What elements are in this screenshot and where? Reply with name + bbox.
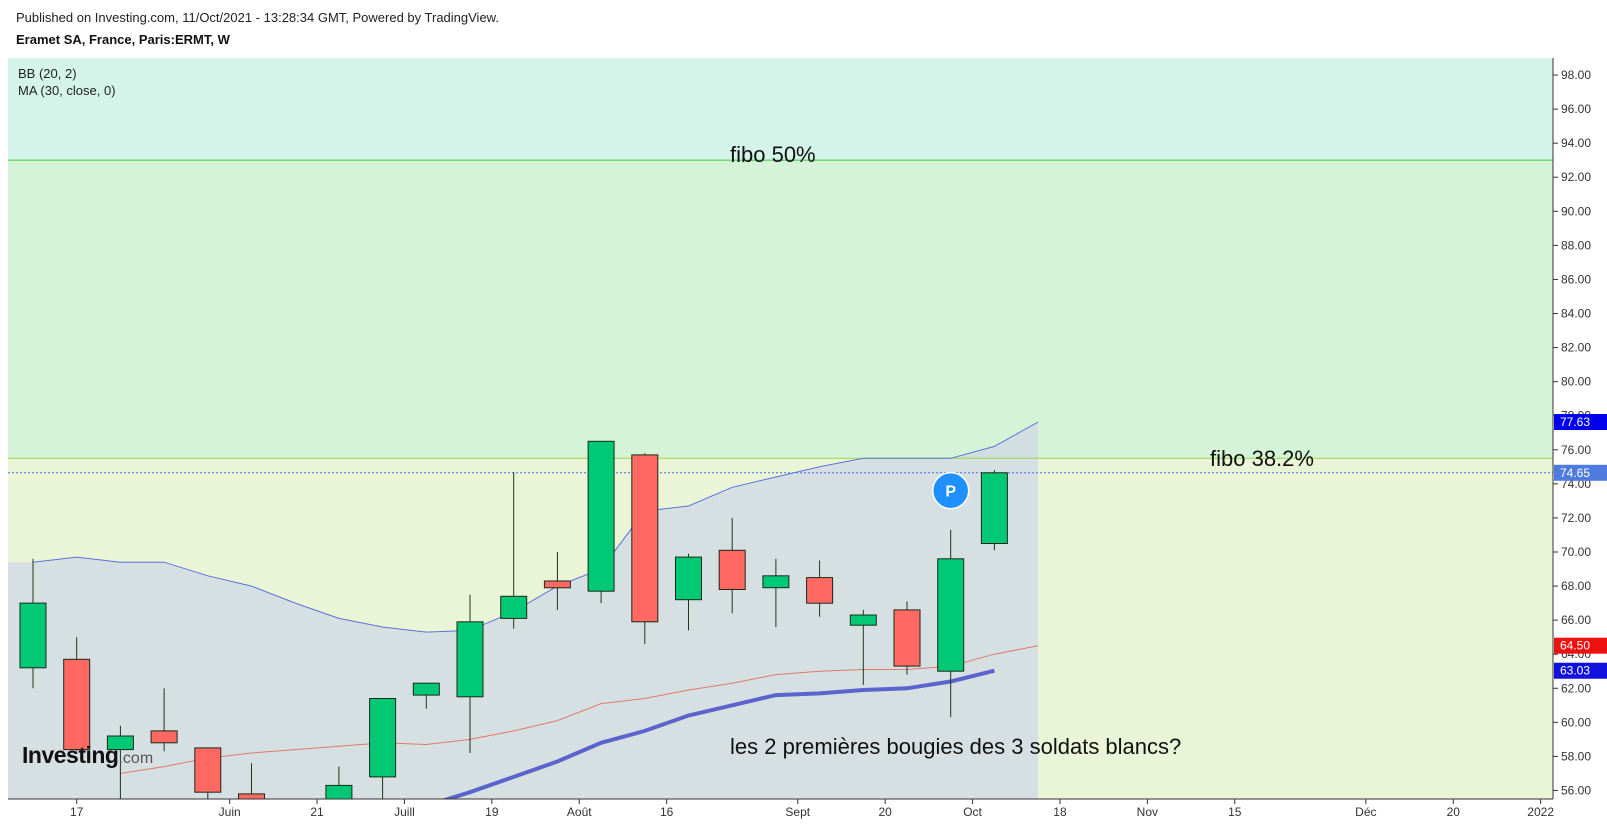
x-tick-label: 17 xyxy=(70,805,84,819)
indicator-legend: BB (20, 2) MA (30, close, 0) xyxy=(18,65,116,99)
y-tick-label: 62.00 xyxy=(1561,681,1591,695)
price-tag-label: 63.03 xyxy=(1560,664,1590,678)
candle-body xyxy=(980,472,1008,544)
published-line: Published on Investing.com, 11/Oct/2021 … xyxy=(16,10,499,25)
candle-body xyxy=(893,609,921,667)
x-tick-label: 2022 xyxy=(1527,805,1554,819)
moving-average-30-line xyxy=(441,668,995,799)
candle-body xyxy=(806,577,834,604)
y-tick-label: 72.00 xyxy=(1561,511,1591,525)
bollinger-middle-line xyxy=(120,645,1039,774)
x-tick-label: 16 xyxy=(660,805,674,819)
logo-suffix: .com xyxy=(118,750,154,767)
bollinger-upper-line xyxy=(32,421,1039,633)
y-tick-label: 90.00 xyxy=(1561,204,1591,218)
marker-p-circle xyxy=(931,471,970,510)
x-tick-label: 20 xyxy=(878,805,892,819)
annotation-three-soldiers-note: les 2 premières bougies des 3 soldats bl… xyxy=(730,734,1182,759)
annotation-fibo-382: fibo 38.2% xyxy=(1210,446,1314,471)
y-tick-label: 58.00 xyxy=(1561,749,1591,763)
candle-body xyxy=(281,798,309,799)
price-tag-label: 74.65 xyxy=(1560,466,1590,480)
price-tag xyxy=(1554,637,1607,654)
x-tick-label: Nov xyxy=(1137,805,1158,819)
y-tick-label: 94.00 xyxy=(1561,136,1591,150)
candle-body xyxy=(718,549,746,590)
x-tick-label: Sept xyxy=(785,805,810,819)
zone-fibo-50-to-382 xyxy=(8,160,1553,459)
x-tick-label: Déc xyxy=(1355,805,1376,819)
candle-body xyxy=(543,580,571,589)
y-tick-label: 84.00 xyxy=(1561,307,1591,321)
y-tick-label: 60.00 xyxy=(1561,715,1591,729)
legend-bollinger[interactable]: BB (20, 2) xyxy=(18,66,77,81)
candle-body xyxy=(325,784,353,799)
y-tick-label: 68.00 xyxy=(1561,579,1591,593)
candle-body xyxy=(456,621,484,698)
candle-body xyxy=(19,602,47,669)
x-tick-label: Juill xyxy=(394,805,415,819)
candle-body xyxy=(631,454,659,623)
candle-body xyxy=(587,440,615,592)
candle-body xyxy=(63,658,91,751)
price-tag xyxy=(1554,662,1607,679)
legend-moving-average[interactable]: MA (30, close, 0) xyxy=(18,83,116,98)
price-tag-label: 64.50 xyxy=(1560,639,1590,653)
annotation-fibo-50: fibo 50% xyxy=(730,142,816,167)
candle-body xyxy=(762,575,790,589)
y-tick-label: 96.00 xyxy=(1561,102,1591,116)
y-tick-label: 88.00 xyxy=(1561,238,1591,252)
price-tag-label: 77.63 xyxy=(1560,415,1590,429)
candle-body xyxy=(150,730,178,744)
symbol-title: Eramet SA, France, Paris:ERMT, W xyxy=(16,32,230,47)
x-tick-label: 20 xyxy=(1447,805,1461,819)
x-tick-label: 19 xyxy=(485,805,499,819)
logo-brand: Investing xyxy=(22,742,119,768)
candle-body xyxy=(675,556,702,601)
y-tick-label: 56.00 xyxy=(1561,783,1591,797)
candle-body xyxy=(106,735,134,751)
candle-body xyxy=(194,747,222,793)
x-tick-label: Août xyxy=(567,805,592,819)
y-tick-label: 66.00 xyxy=(1561,613,1591,627)
y-tick-label: 76.00 xyxy=(1561,443,1591,457)
x-tick-label: 15 xyxy=(1228,805,1242,819)
candle-body xyxy=(238,793,265,799)
y-tick-label: 80.00 xyxy=(1561,375,1591,389)
candle-body xyxy=(412,682,440,696)
price-tag xyxy=(1554,414,1607,431)
marker-p-label: P xyxy=(945,484,956,501)
zone-above-fibo-50 xyxy=(8,58,1553,161)
price-tag xyxy=(1554,464,1607,481)
y-tick-label: 82.00 xyxy=(1561,341,1591,355)
x-tick-label: Juin xyxy=(219,805,241,819)
y-tick-label: 92.00 xyxy=(1561,170,1591,184)
y-tick-label: 70.00 xyxy=(1561,545,1591,559)
candle-body xyxy=(369,698,397,778)
candle-body xyxy=(937,558,965,672)
candle-body xyxy=(500,595,528,619)
x-tick-label: Oct xyxy=(963,805,982,819)
x-tick-label: 18 xyxy=(1053,805,1067,819)
plot-area: P xyxy=(8,159,1553,799)
y-tick-label: 86.00 xyxy=(1561,272,1591,286)
y-tick-label: 98.00 xyxy=(1561,68,1591,82)
candle-body xyxy=(849,614,877,626)
x-tick-label: 21 xyxy=(310,805,324,819)
investing-logo: Investing.com xyxy=(22,742,153,769)
